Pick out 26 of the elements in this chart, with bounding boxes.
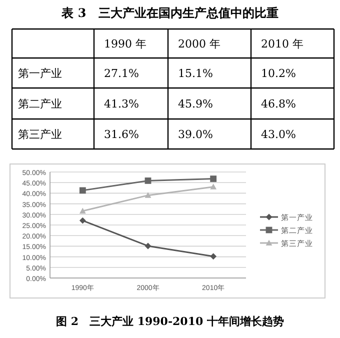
text: 39.0%	[178, 128, 213, 141]
text: 27.1%	[104, 67, 139, 80]
text: 46.8%	[261, 98, 296, 110]
point	[210, 176, 217, 182]
point	[210, 253, 217, 260]
category-label: 第二产业	[18, 98, 62, 110]
point	[144, 192, 152, 198]
point	[210, 184, 217, 190]
category-label: 1990 年	[104, 38, 146, 50]
text: 表 3 三大产业在国内生产总值中的比重	[60, 6, 278, 20]
category-label: 2000 年	[178, 38, 220, 50]
text: 15.1%	[178, 67, 213, 80]
point	[79, 187, 86, 194]
category-label: 第一产业	[18, 67, 62, 80]
category-label: 2010 年	[261, 38, 304, 50]
text: 31.6%	[104, 128, 139, 141]
category-label: 第三产业	[18, 128, 62, 141]
text: 45.9%	[178, 98, 213, 110]
point	[144, 177, 152, 184]
text: 41.3%	[104, 98, 139, 110]
text: 43.0%	[261, 128, 296, 141]
caption: 图 2 三大产业 1990-2010 十年间增长趋势	[56, 315, 284, 328]
text: 10.2%	[261, 67, 296, 80]
point	[79, 217, 86, 224]
point	[144, 242, 152, 250]
point	[79, 208, 86, 214]
